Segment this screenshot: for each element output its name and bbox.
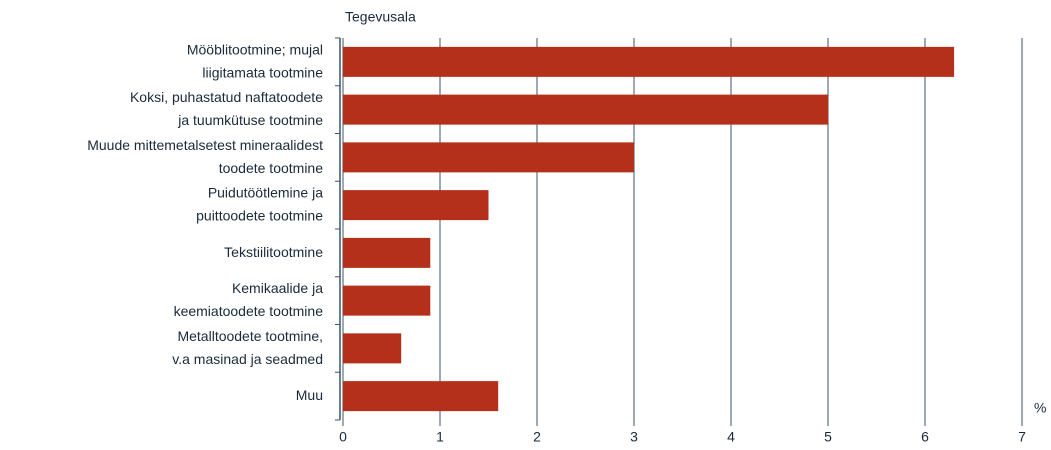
y-axis-title: Tegevusala: [345, 9, 416, 25]
y-tick-label: Metalltoodete tootmine, v.a masinad ja se…: [172, 328, 323, 367]
bar: [343, 381, 499, 412]
y-tick-label: Tekstiilitootmine: [224, 244, 323, 260]
bar: [343, 333, 402, 364]
bar: [343, 190, 489, 221]
bar: [343, 237, 431, 268]
x-tick-label: 3: [630, 429, 638, 445]
y-tick-label: Muude mittemetalsetest mineraalidest tood…: [87, 137, 323, 176]
y-tick-label: Mööblitootmine; mujal liigitamata tootmin…: [187, 41, 323, 80]
bar: [343, 94, 828, 125]
x-tick-label: 4: [727, 429, 735, 445]
y-tick-label: Puidutöötlemine ja puittoodete tootmine: [196, 184, 323, 223]
x-axis-unit: %: [1034, 400, 1046, 416]
x-tick-label: 0: [339, 429, 347, 445]
x-tick-label: 5: [824, 429, 832, 445]
bar: [343, 142, 634, 173]
y-tick-label: Muu: [296, 387, 323, 403]
x-tick-label: 6: [921, 429, 929, 445]
y-tick-label: Koksi, puhastatud naftatoodete ja tuumküt…: [130, 89, 323, 128]
x-tick-label: 7: [1018, 429, 1026, 445]
y-tick-label: Kemikaalide ja keemiatoodete tootmine: [174, 280, 324, 319]
bar: [343, 285, 431, 316]
bar: [343, 46, 955, 77]
x-tick-label: 1: [436, 429, 444, 445]
x-tick-label: 2: [533, 429, 541, 445]
